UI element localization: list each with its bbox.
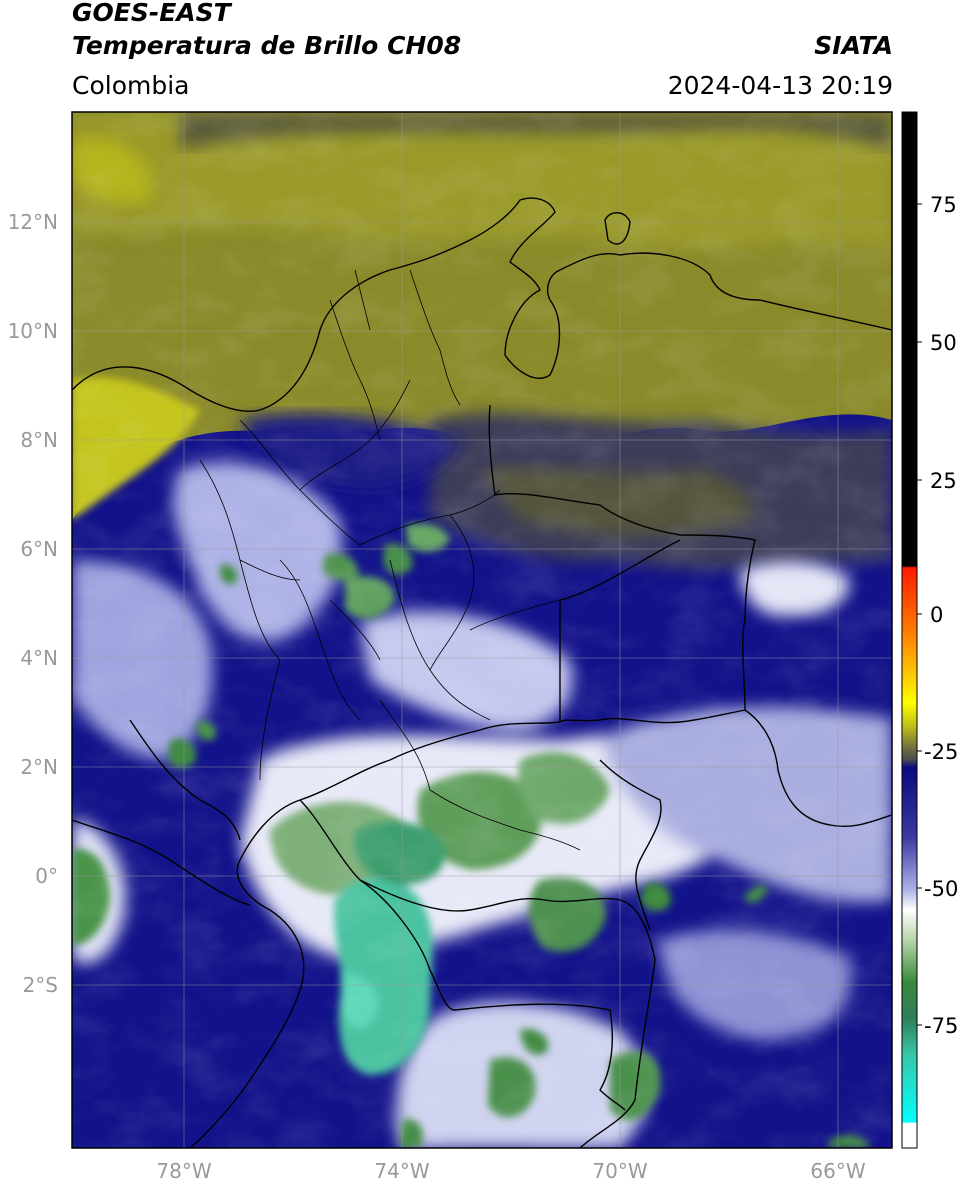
- lon-label: 66°W: [810, 1159, 865, 1183]
- colorbar-tick: 25: [930, 469, 957, 493]
- colorbar-tick: -25: [924, 740, 958, 764]
- brightness-temperature-field: [72, 112, 892, 1148]
- colorbar-tick: 75: [930, 193, 957, 217]
- lat-label: 6°N: [20, 537, 58, 561]
- source-label: SIATA: [814, 31, 893, 60]
- satellite-title: GOES-EAST: [72, 0, 231, 27]
- colorbar-tick: -75: [924, 1014, 958, 1038]
- gridlines: [72, 112, 892, 1148]
- colorbar-tick: 50: [930, 331, 957, 355]
- country-borders: [72, 197, 892, 1148]
- lat-label: 0°: [35, 864, 58, 888]
- region-label: Colombia: [72, 71, 190, 100]
- lat-label: 4°N: [20, 646, 58, 670]
- colorbar-tick: -50: [924, 877, 958, 901]
- lat-label: 12°N: [8, 210, 58, 234]
- map-frame: [71, 111, 893, 1149]
- longitude-labels: 78°W 74°W 70°W 66°W: [156, 1159, 865, 1183]
- colorbar-ramp: [902, 112, 917, 1148]
- lat-label: 2°N: [20, 755, 58, 779]
- colorbar-frame: [901, 111, 918, 1149]
- lat-label: 2°S: [23, 973, 58, 997]
- timestamp-label: 2024-04-13 20:19: [667, 71, 893, 100]
- department-borders: [199, 269, 581, 851]
- product-title: Temperatura de Brillo CH08: [72, 31, 462, 60]
- lon-label: 70°W: [592, 1159, 647, 1183]
- latitude-labels: 12°N 10°N 8°N 6°N 4°N 2°N 0° 2°S: [8, 210, 58, 997]
- lat-label: 8°N: [20, 428, 58, 452]
- lon-label: 74°W: [374, 1159, 429, 1183]
- lon-label: 78°W: [156, 1159, 211, 1183]
- lat-label: 10°N: [8, 319, 58, 343]
- colorbar-tick: 0: [930, 603, 943, 627]
